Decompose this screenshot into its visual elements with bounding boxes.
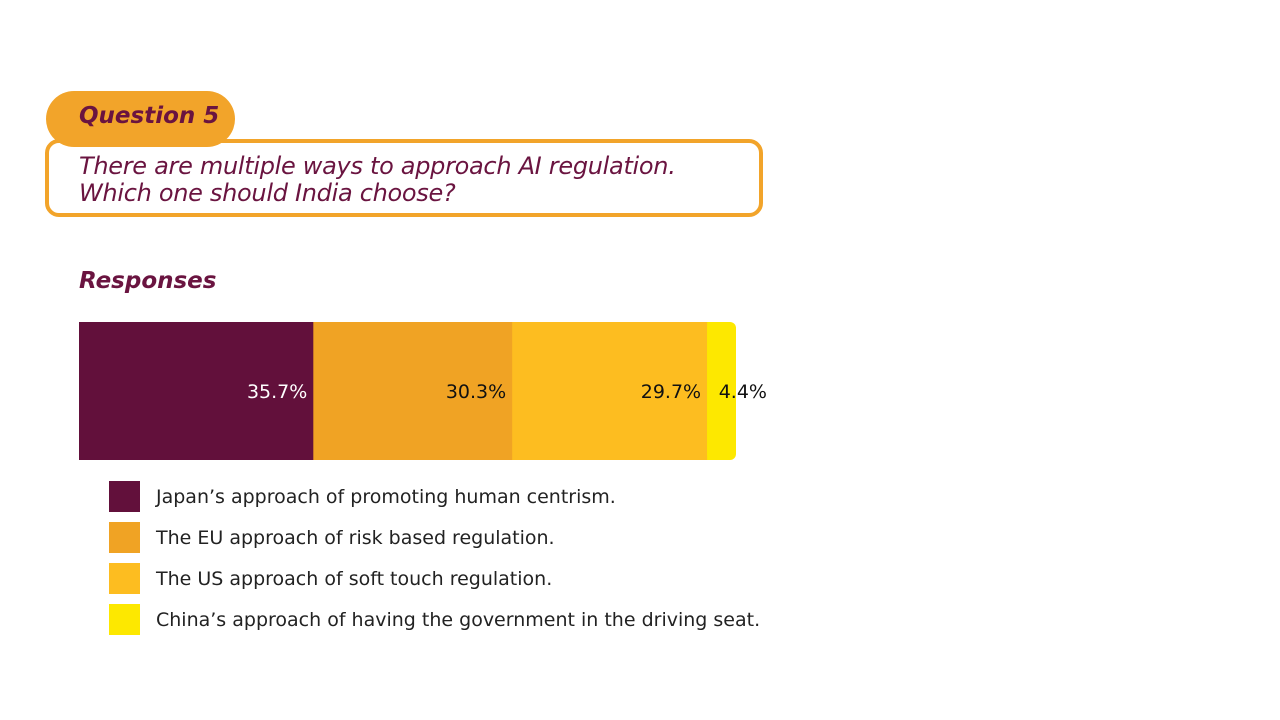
legend: Japan’s approach of promoting human cent…: [109, 481, 760, 645]
bar-segment-0: [79, 322, 314, 460]
legend-swatch: [109, 563, 140, 594]
bar-segment-3: [707, 322, 736, 460]
legend-label: The US approach of soft touch regulation…: [156, 567, 553, 590]
question-label: Question 5: [79, 103, 220, 129]
data-label-3: 4.4%: [719, 381, 767, 403]
legend-swatch: [109, 481, 140, 512]
legend-item: The US approach of soft touch regulation…: [109, 563, 760, 594]
bar-segment-1: [313, 322, 513, 460]
data-label-1: 30.3%: [446, 381, 506, 403]
legend-item: The EU approach of risk based regulation…: [109, 522, 760, 553]
legend-label: China’s approach of having the governmen…: [156, 608, 761, 631]
question-line-1: There are multiple ways to approach AI r…: [79, 152, 676, 180]
legend-swatch: [109, 522, 140, 553]
bar-segment-2: [512, 322, 708, 460]
legend-label: Japan’s approach of promoting human cent…: [156, 485, 616, 508]
question-line-2: Which one should India choose?: [79, 179, 456, 207]
legend-swatch: [109, 604, 140, 635]
question-text: There are multiple ways to approach AI r…: [79, 153, 676, 207]
data-label-0: 35.7%: [247, 381, 307, 403]
question-box: There are multiple ways to approach AI r…: [45, 139, 763, 217]
legend-label: The EU approach of risk based regulation…: [156, 526, 555, 549]
legend-item: Japan’s approach of promoting human cent…: [109, 481, 760, 512]
responses-heading: Responses: [79, 268, 217, 294]
question-badge: Question 5: [46, 91, 235, 147]
legend-item: China’s approach of having the governmen…: [109, 604, 760, 635]
data-label-2: 29.7%: [641, 381, 701, 403]
